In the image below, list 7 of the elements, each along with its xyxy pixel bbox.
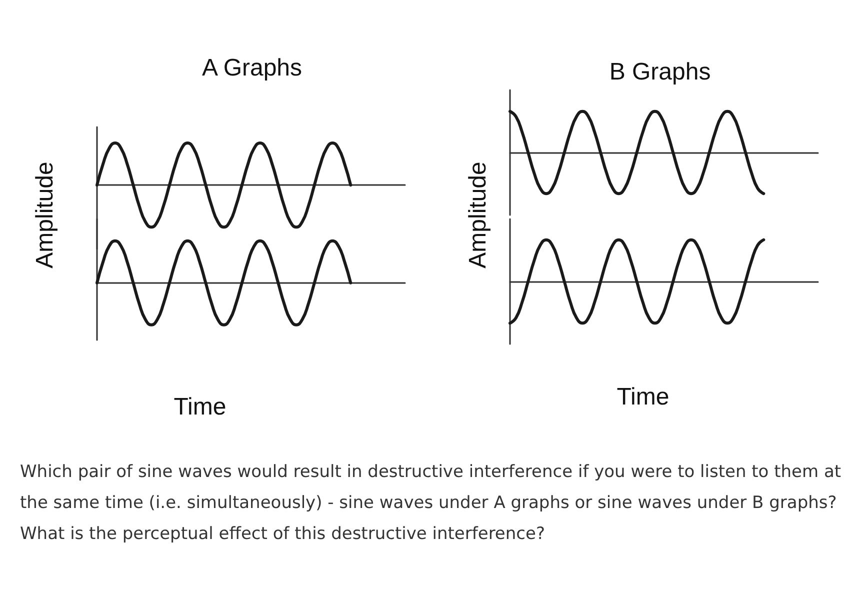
x-axis-title: Time [616,384,670,410]
y-axis-title: Amplitude [32,162,58,268]
chart-title: A Graphs [202,54,302,82]
y-axis-title: Amplitude [464,162,492,268]
text: Which pair of sine waves would result in destructive interference if you were to listen to them at the same time (i.e. simultaneously) - sine waves under A graphs or sine waves under B graphs? What is the perceptual effect of this destructive interference? [20,461,842,546]
chart-title: B Graphs [609,58,711,86]
x-axis-title: Time [174,394,226,420]
